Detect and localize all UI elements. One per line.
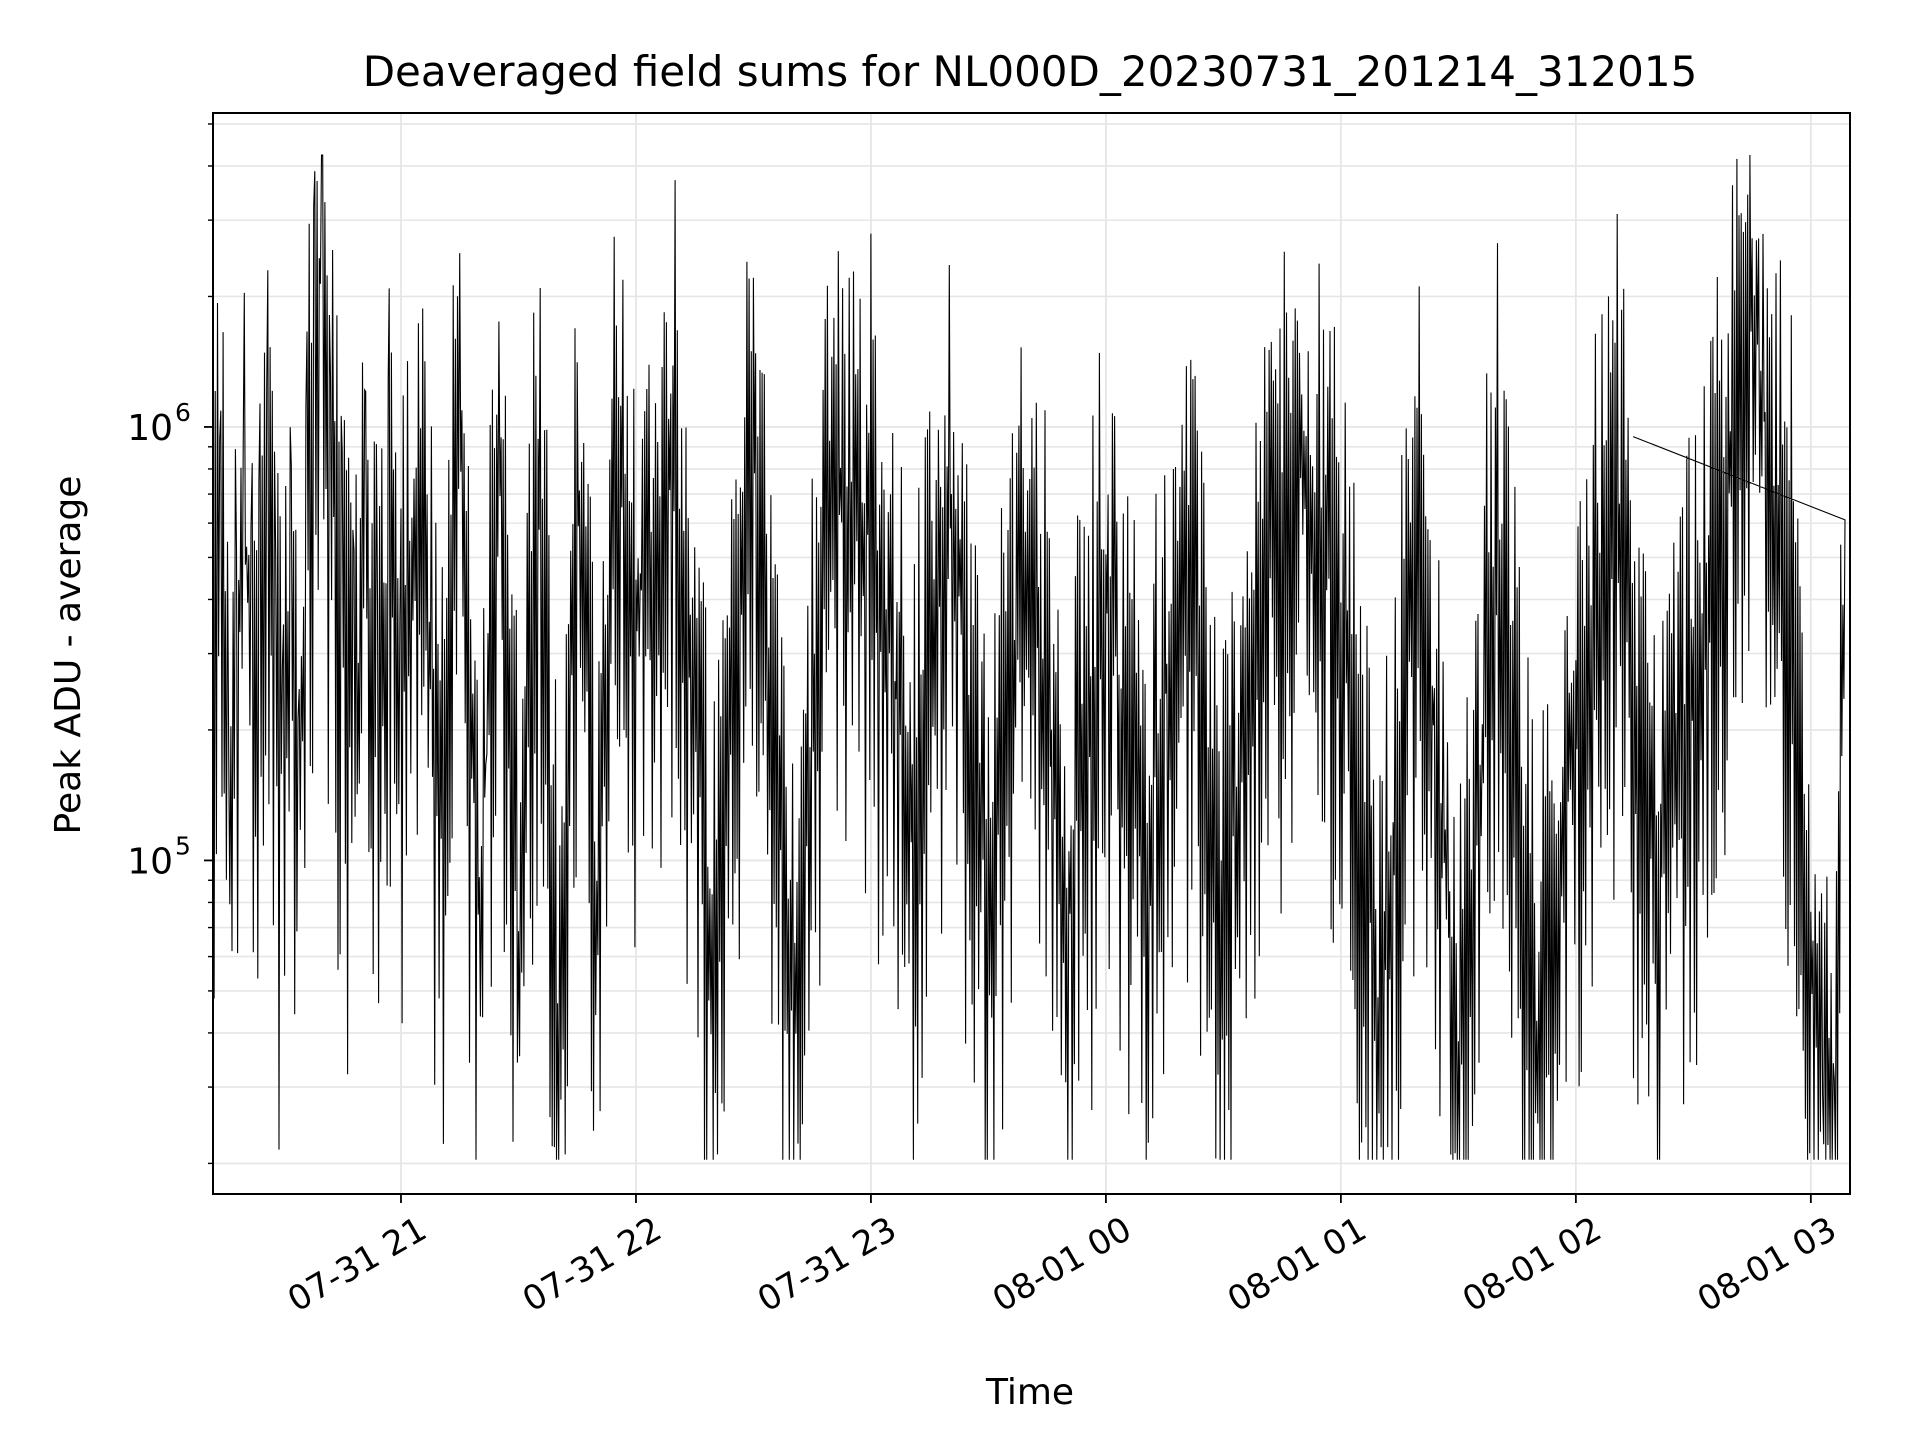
plot-area <box>213 154 1846 1160</box>
y-axis-label: Peak ADU - average <box>48 476 89 835</box>
y-tick-exponent: 5 <box>175 831 191 860</box>
series-line <box>213 154 1846 1160</box>
y-tick-exponent: 6 <box>175 398 191 427</box>
y-tick-label: 10 <box>127 408 173 449</box>
chart-title: Deaveraged field sums for NL000D_2023073… <box>363 47 1698 96</box>
y-tick-label: 10 <box>127 841 173 882</box>
x-axis-label: Time <box>985 1372 1074 1413</box>
